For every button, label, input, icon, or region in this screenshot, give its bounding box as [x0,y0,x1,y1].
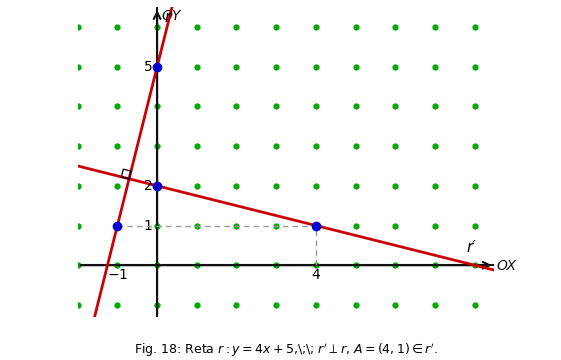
Text: $4$: $4$ [311,268,321,282]
Text: r: r [164,10,171,25]
Text: $2$: $2$ [143,179,153,193]
Text: $5$: $5$ [143,60,153,74]
Text: OY: OY [162,9,181,23]
Text: Fig. 18: Reta $r : y = 4x + 5$,\;\; $r^{\prime} \perp r$, $A = (4,1) \in r^{\pri: Fig. 18: Reta $r : y = 4x + 5$,\;\; $r^{… [134,342,438,359]
Text: $-1$: $-1$ [107,268,128,282]
Text: $1$: $1$ [142,219,153,233]
Text: OX: OX [496,259,517,273]
Text: r′: r′ [467,240,476,255]
